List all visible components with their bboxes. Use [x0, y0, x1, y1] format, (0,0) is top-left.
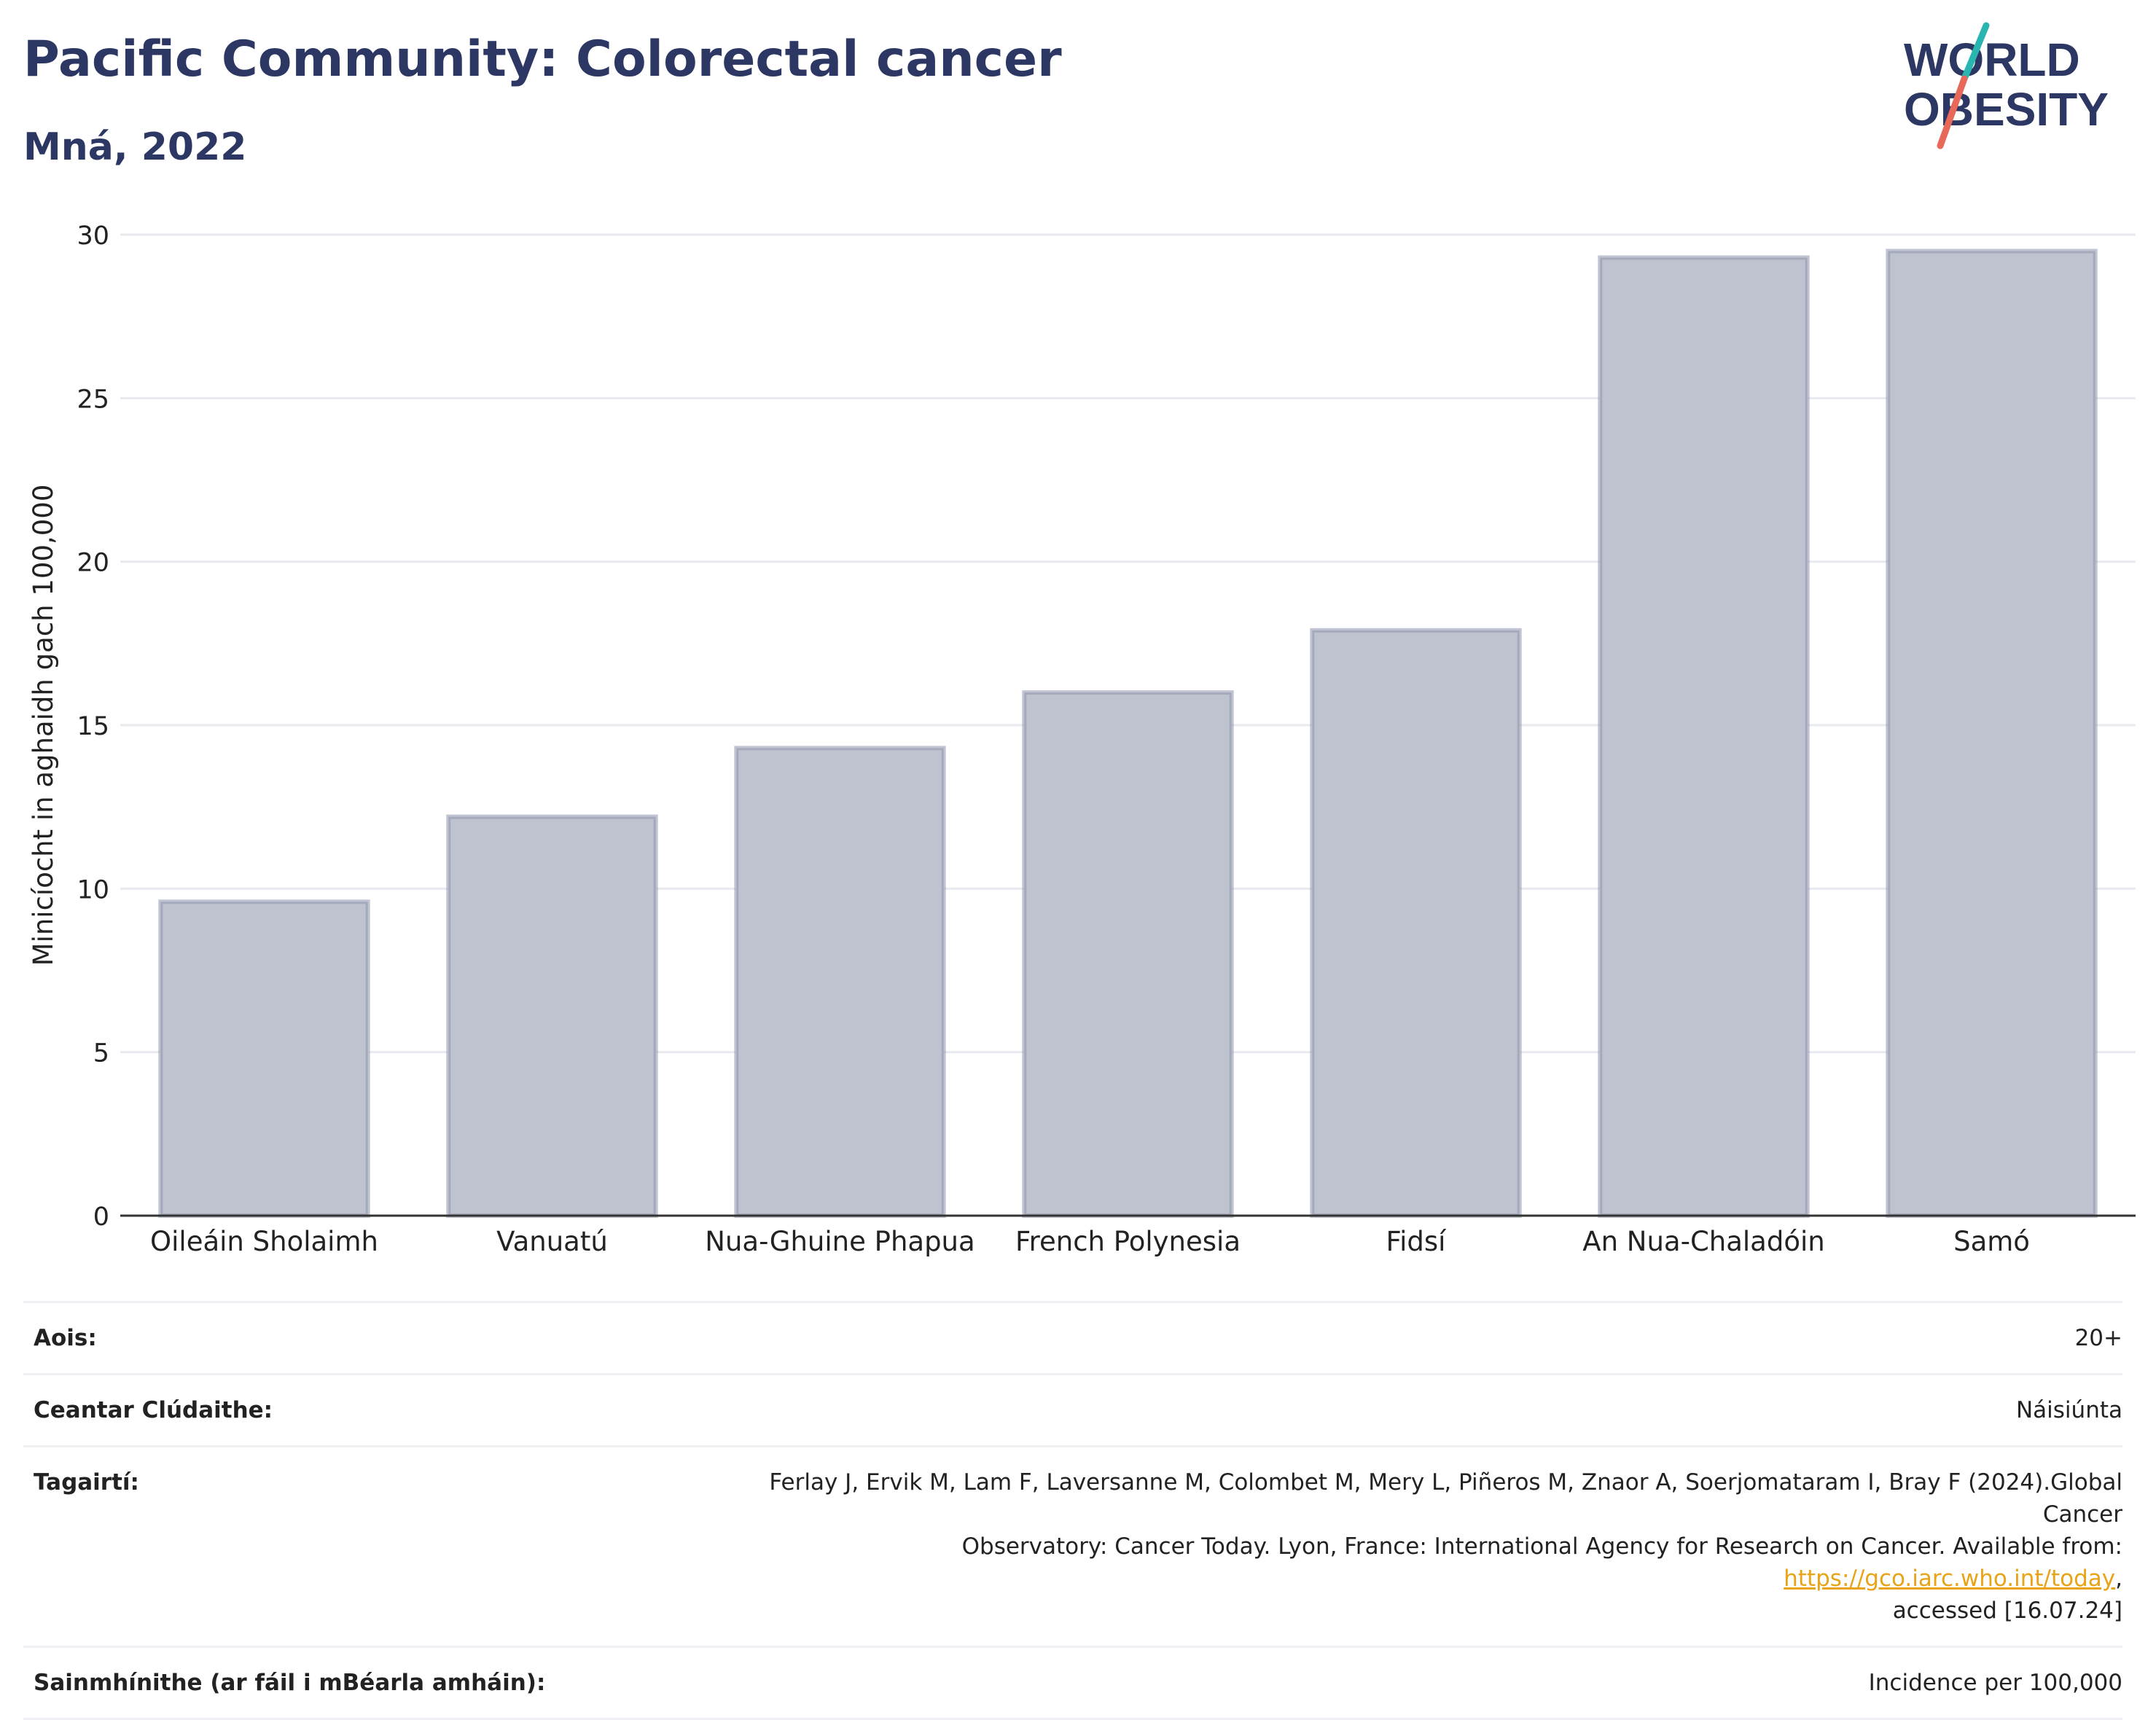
reference-link[interactable]: https://gco.iarc.who.int/today — [1784, 1565, 2116, 1592]
reference-line-2-end: , — [2115, 1565, 2122, 1592]
y-tick-label: 30 — [77, 222, 109, 251]
logo-slash-top — [1961, 22, 1990, 82]
x-tick-label: Fidsí — [1386, 1226, 1448, 1257]
axes: 0 5 10 15 20 25 30 Oileáin Sholaimh Vanuatú Nua-G… — [77, 222, 2136, 1257]
y-tick-label: 20 — [77, 549, 109, 578]
logo-word-world: WORLD — [1904, 34, 2080, 86]
meta-row-definitions: Sainmhínithe (ar fáil i mBéarla amháin):… — [23, 1646, 2122, 1720]
y-tick-label: 5 — [93, 1039, 109, 1068]
meta-row-age: Aois: 20+ — [23, 1300, 2122, 1376]
world-obesity-logo: WORLD OBESITY — [1904, 22, 2109, 149]
x-tick-label: French Polynesia — [1015, 1226, 1241, 1257]
bars — [158, 249, 2098, 1219]
bar[interactable] — [734, 746, 946, 1218]
y-tick-label: 15 — [77, 712, 109, 741]
bar[interactable] — [158, 899, 370, 1219]
x-tick-label: Nua-Ghuine Phapua — [705, 1226, 975, 1257]
bar[interactable] — [1598, 255, 1810, 1219]
reference-line-2: Observatory: Cancer Today. Lyon, France:… — [961, 1533, 2122, 1560]
metadata-table: Aois: 20+ Ceantar Clúdaithe: Náisiúnta T… — [23, 1300, 2122, 1720]
logo-word-obesity: OBESITY — [1904, 83, 2109, 136]
meta-row-references: Tagairtí: Ferlay J, Ervik M, Lam F, Lave… — [23, 1445, 2122, 1649]
references-label: Tagairtí: — [23, 1445, 690, 1649]
y-tick-label: 10 — [77, 875, 109, 904]
age-value: 20+ — [690, 1300, 2122, 1376]
reference-line-1: Ferlay J, Ervik M, Lam F, Laversanne M, … — [769, 1469, 2122, 1528]
chart-subtitle: Mná, 2022 — [23, 125, 247, 169]
y-axis-label: Minicíocht in aghaidh gach 100,000 — [28, 485, 59, 966]
area-value: Náisiúnta — [690, 1373, 2122, 1448]
y-tick-label: 25 — [77, 385, 109, 414]
chart-title: Pacific Community: Colorectal cancer — [23, 31, 1062, 88]
definitions-value: Incidence per 100,000 — [690, 1646, 2122, 1720]
references-value: Ferlay J, Ervik M, Lam F, Laversanne M, … — [690, 1445, 2122, 1649]
bar[interactable] — [1310, 628, 1522, 1218]
reference-line-3: accessed [16.07.24] — [1892, 1598, 2122, 1625]
x-tick-label: Vanuatú — [496, 1226, 608, 1257]
logo-slash-bottom — [1937, 75, 1968, 149]
bar-chart: 0 5 10 15 20 25 30 Oileáin Sholaimh Vanuatú Nua-G… — [28, 222, 2136, 1257]
y-tick-label: 0 — [93, 1203, 109, 1232]
definitions-label: Sainmhínithe (ar fáil i mBéarla amháin): — [23, 1646, 690, 1720]
area-label: Ceantar Clúdaithe: — [23, 1373, 690, 1448]
x-tick-label: An Nua-Chaladóin — [1582, 1226, 1824, 1257]
bar[interactable] — [1022, 690, 1234, 1218]
bar[interactable] — [446, 814, 658, 1219]
x-tick-label: Oileáin Sholaimh — [150, 1226, 378, 1257]
age-label: Aois: — [23, 1300, 690, 1376]
x-tick-label: Samó — [1953, 1226, 2030, 1257]
bar[interactable] — [1886, 249, 2098, 1218]
meta-row-area: Ceantar Clúdaithe: Náisiúnta — [23, 1373, 2122, 1448]
